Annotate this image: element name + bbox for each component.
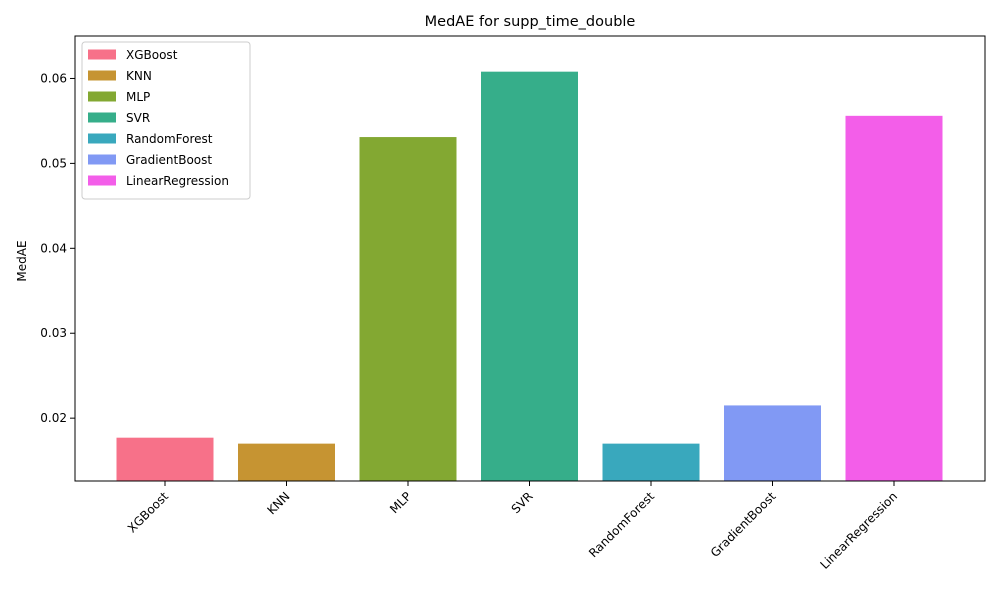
legend-swatch (88, 175, 116, 186)
legend-label: GradientBoost (126, 153, 212, 167)
legend-swatch (88, 49, 116, 60)
legend-swatch (88, 154, 116, 165)
legend-label: SVR (126, 111, 150, 125)
bar-gradientboost (724, 405, 821, 481)
legend-swatch (88, 112, 116, 123)
legend-swatch (88, 133, 116, 144)
bar-xgboost (116, 437, 214, 481)
legend-swatch (88, 70, 116, 81)
bar-mlp (359, 137, 457, 482)
legend-label: XGBoost (126, 48, 178, 62)
bar-knn (238, 443, 335, 481)
legend-label: MLP (126, 90, 150, 104)
legend-label: KNN (126, 69, 152, 83)
bar-linearregression (845, 115, 943, 481)
bars-layer (116, 71, 943, 482)
y-tick-label: 0.04 (40, 241, 67, 255)
bar-randomforest (602, 443, 700, 481)
y-tick-label: 0.06 (40, 71, 67, 85)
y-tick-label: 0.02 (40, 411, 67, 425)
y-axis: 0.02 0.03 0.04 0.05 0.06 (40, 71, 75, 425)
legend-label: LinearRegression (126, 174, 229, 188)
y-tick-label: 0.05 (40, 156, 67, 170)
bar-svr (481, 71, 578, 481)
legend-label: RandomForest (126, 132, 213, 146)
y-axis-label: MedAE (15, 240, 29, 281)
chart-title: MedAE for supp_time_double (425, 14, 636, 30)
legend: XGBoost KNN MLP SVR RandomForest GradientBoos… (81, 41, 251, 200)
legend-box (81, 41, 251, 200)
y-tick-label: 0.03 (40, 326, 67, 340)
legend-swatch (88, 91, 116, 102)
